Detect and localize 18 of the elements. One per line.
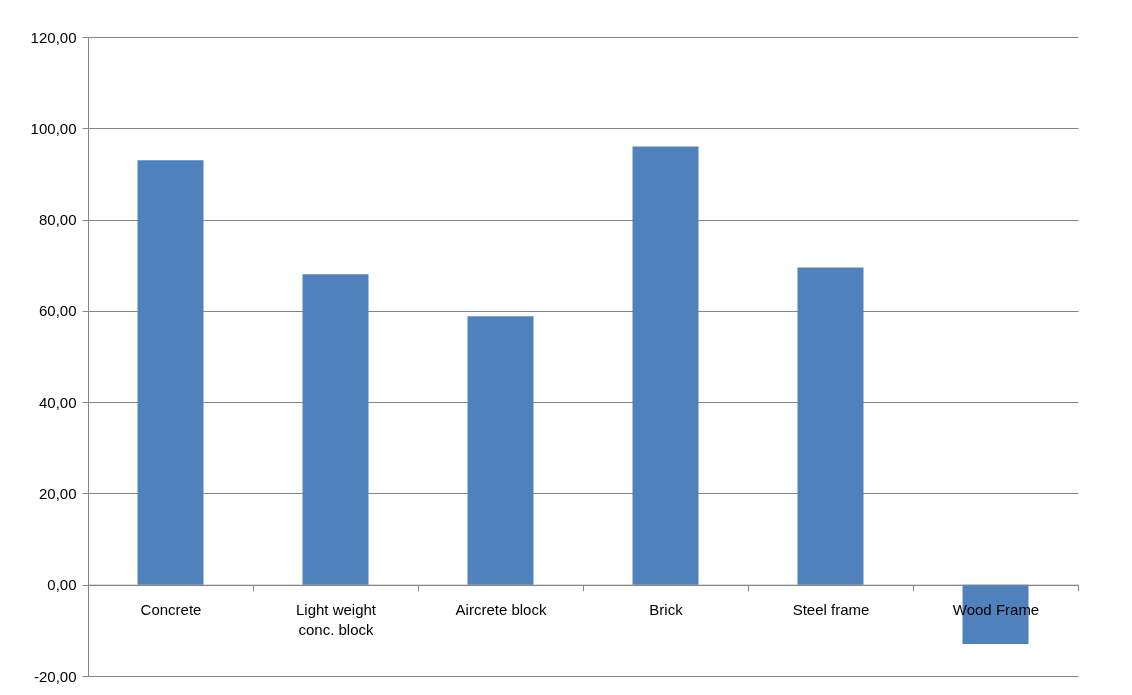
x-tick-label: Aircrete block [455,601,547,619]
bar [467,316,534,585]
x-tick-label: Brick [649,601,684,619]
x-tick-label: Concrete [140,601,202,619]
y-tick-label: 100,00 [30,119,77,137]
bar [137,160,204,585]
y-tick-label: 120,00 [30,28,77,46]
y-tick-label: 20,00 [38,484,77,502]
bar [302,274,369,585]
y-tick-label: 80,00 [38,211,77,229]
y-tick-label: -20,00 [33,667,77,685]
x-tick-label: Light weight conc. block [295,601,377,639]
y-tick-label: 60,00 [38,302,77,320]
bar [632,146,699,585]
bar [797,267,864,585]
y-tick-label: 40,00 [38,393,77,411]
x-tick-label: Steel frame [792,601,870,619]
y-tick-label: 0,00 [47,576,77,594]
